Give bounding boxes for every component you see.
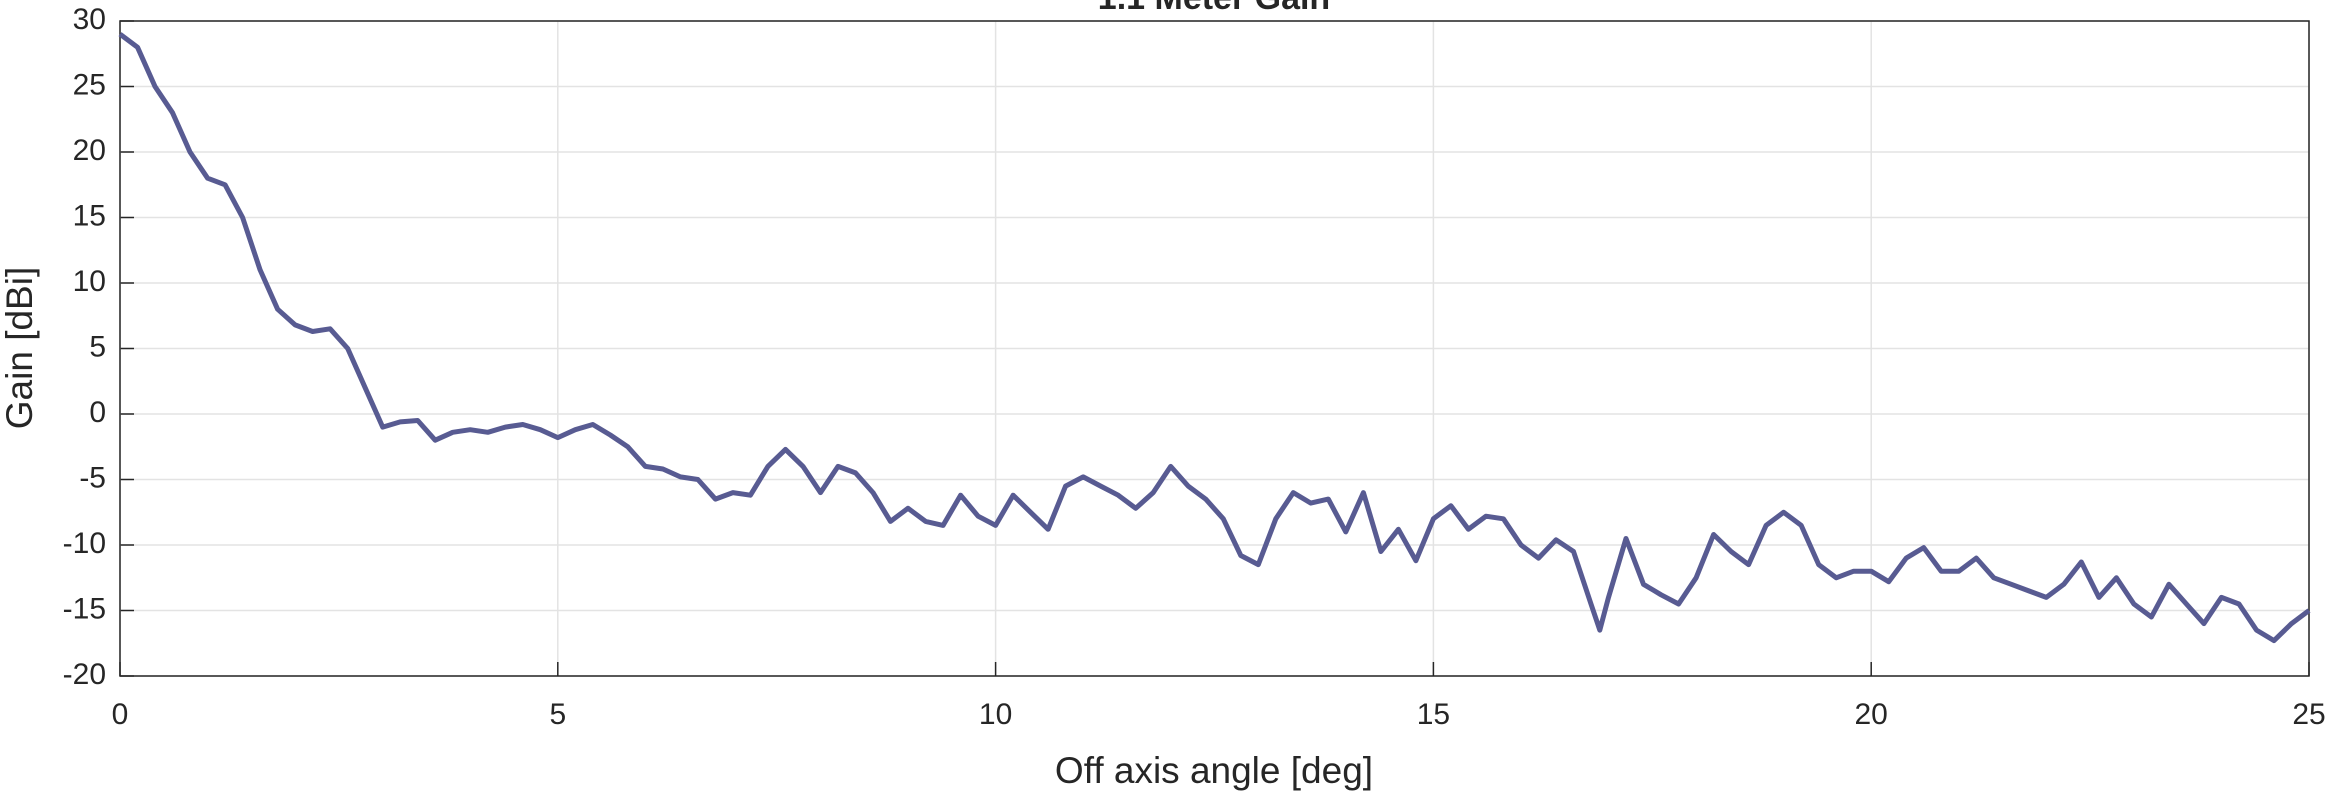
y-tick-label: -5 <box>79 461 106 494</box>
chart-title: 1.1 Meter Gain <box>1098 0 1330 17</box>
y-tick-label: 10 <box>73 265 106 298</box>
x-tick-label: 5 <box>549 698 566 731</box>
x-tick-label: 15 <box>1417 698 1450 731</box>
data-line <box>118 32 2311 644</box>
x-tick-label: 10 <box>979 698 1012 731</box>
x-axis-label: Off axis angle [deg] <box>1055 750 1373 791</box>
y-tick-label: -15 <box>63 592 106 625</box>
y-axis-label: Gain [dBi] <box>0 267 40 429</box>
x-tick-label: 20 <box>1855 698 1888 731</box>
y-tick-label: 20 <box>73 134 106 167</box>
y-tick-label: 15 <box>73 199 106 232</box>
x-tick-label: 0 <box>112 698 129 731</box>
y-tick-label: 0 <box>89 396 106 429</box>
y-tick-label: 5 <box>89 330 106 363</box>
plot-frame <box>119 20 2310 677</box>
x-tick-label: 25 <box>2292 698 2325 731</box>
y-tick-label: -20 <box>63 658 106 691</box>
y-tick-label: 30 <box>73 3 106 36</box>
y-tick-label: 25 <box>73 68 106 101</box>
y-tick-label: -10 <box>63 527 106 560</box>
